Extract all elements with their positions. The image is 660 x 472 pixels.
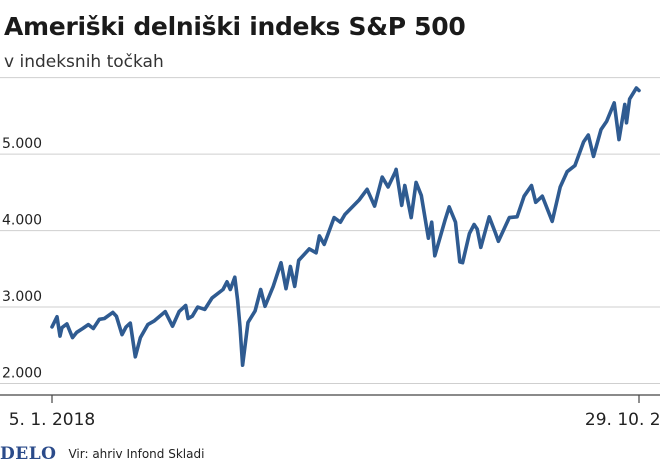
chart-title: Ameriški delniški indeks S&P 500 <box>4 12 466 41</box>
grid-lines <box>0 77 660 385</box>
y-tick-label: 4.000 <box>2 213 42 229</box>
y-axis-labels: 2.000 3.000 4.000 5.000 <box>2 136 42 381</box>
y-tick-label: 3.000 <box>2 289 42 305</box>
source-note: Vir: ahriv Infond Skladi <box>68 447 205 461</box>
series-group <box>50 86 641 368</box>
y-tick-label: 5.000 <box>2 136 42 152</box>
y-tick-label: 2.000 <box>2 366 42 382</box>
delo-logo: DELO <box>0 444 57 464</box>
x-axis: 5. 1. 2018 29. 10. 2024 <box>0 394 660 430</box>
series-line <box>50 86 641 368</box>
footer: DELO Vir: ahriv Infond Skladi <box>0 443 204 465</box>
x-tick-label: 5. 1. 2018 <box>9 410 96 430</box>
x-tick-label: 29. 10. 2024 <box>585 410 660 430</box>
chart-subtitle: v indeksnih točkah <box>4 52 164 72</box>
